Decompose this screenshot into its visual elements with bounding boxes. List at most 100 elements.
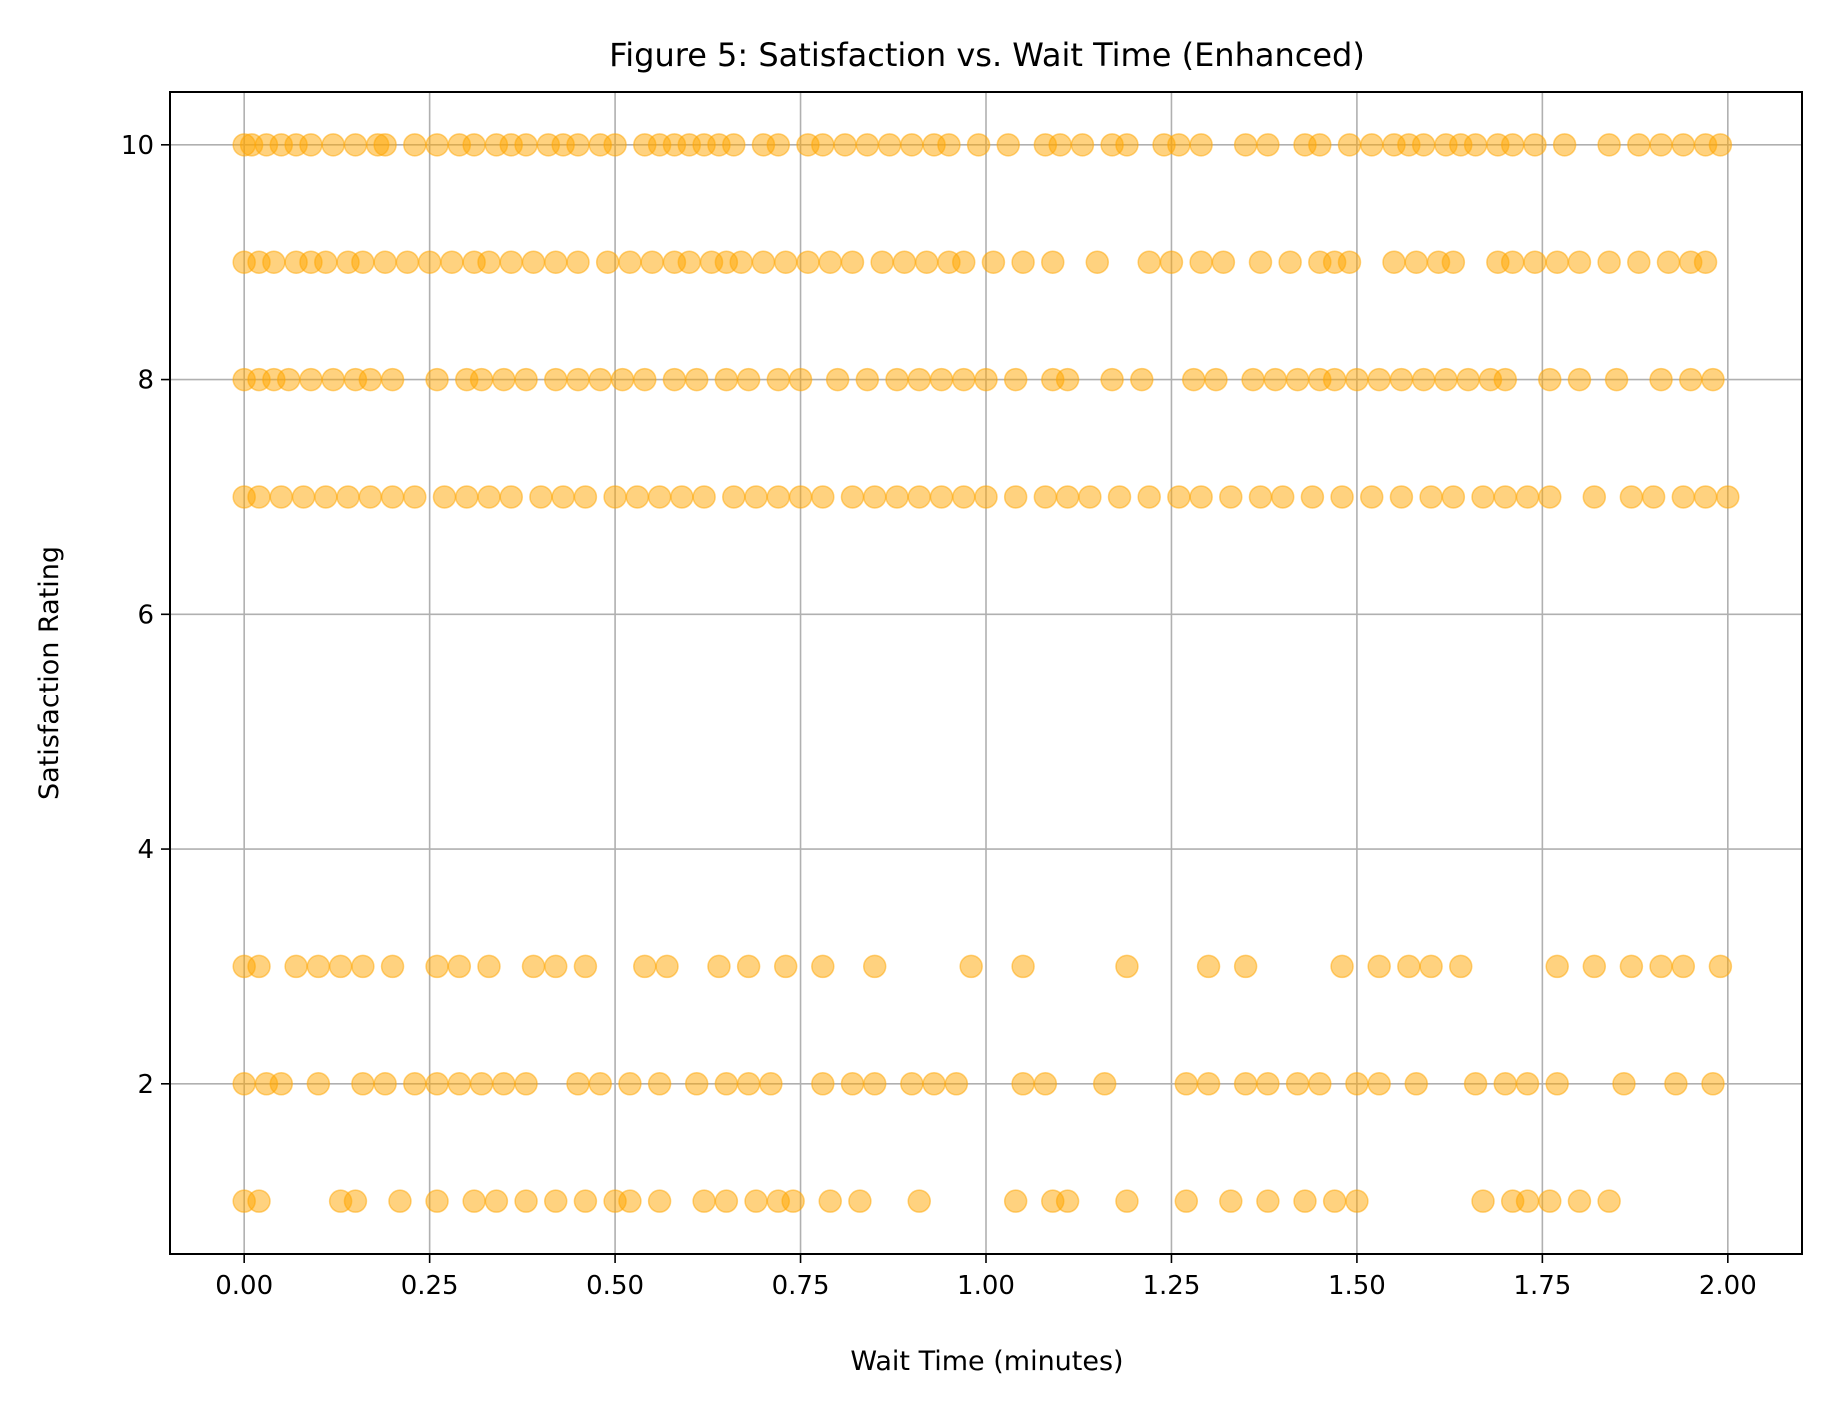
data-point (425, 1189, 449, 1213)
data-point (640, 250, 664, 274)
data-point (462, 133, 486, 157)
data-point (618, 1189, 642, 1213)
data-point (1493, 367, 1518, 392)
data-point (951, 250, 976, 274)
data-point (543, 954, 568, 979)
data-point (1627, 133, 1651, 157)
data-point (714, 367, 739, 392)
data-point (573, 1189, 598, 1213)
data-point (1233, 954, 1258, 979)
data-point (862, 1072, 887, 1096)
data-point (380, 367, 405, 392)
data-points (232, 133, 1740, 1213)
data-point (1011, 250, 1035, 274)
data-point (336, 485, 360, 509)
data-point (1115, 133, 1139, 157)
data-point (751, 250, 776, 274)
data-point (677, 250, 702, 274)
x-tick-label: 0.75 (772, 1271, 830, 1301)
data-point (432, 485, 457, 509)
data-point (1582, 954, 1607, 979)
data-point (1538, 485, 1562, 509)
data-point (1115, 1189, 1139, 1213)
data-point (1641, 485, 1666, 509)
data-point (1256, 1072, 1280, 1096)
data-point (1708, 133, 1733, 157)
chart-title: Figure 5: Satisfaction vs. Wait Time (En… (609, 36, 1365, 74)
data-point (684, 367, 709, 392)
data-point (358, 485, 383, 509)
data-point (929, 367, 954, 392)
data-point (440, 250, 464, 274)
data-point (1545, 1072, 1569, 1096)
data-point (1308, 1072, 1332, 1096)
data-point (395, 250, 420, 274)
data-point (825, 367, 850, 392)
data-point (1233, 1072, 1258, 1096)
data-point (447, 1072, 472, 1096)
data-point (959, 954, 983, 979)
data-point (870, 250, 894, 274)
data-point (1003, 1189, 1028, 1213)
data-point (521, 250, 546, 274)
data-point (403, 1072, 427, 1096)
x-tick-label: 0.00 (215, 1271, 273, 1301)
data-point (262, 250, 286, 274)
data-point (1248, 250, 1273, 274)
data-point (380, 954, 405, 979)
data-point (1389, 485, 1414, 509)
data-point (232, 1072, 256, 1096)
data-point (1233, 133, 1258, 157)
data-point (1011, 954, 1035, 979)
data-point (499, 485, 523, 509)
data-point (543, 250, 568, 274)
data-point (314, 250, 338, 274)
data-point (1003, 367, 1028, 392)
data-point (1189, 133, 1213, 157)
data-point (1701, 367, 1725, 392)
data-point (848, 1189, 872, 1213)
data-point (662, 367, 687, 392)
data-point (610, 367, 635, 392)
data-point (1130, 367, 1154, 392)
data-point (1055, 1189, 1080, 1213)
data-point (1649, 954, 1673, 979)
data-point (1085, 250, 1110, 274)
data-point (351, 954, 375, 979)
data-point (1538, 367, 1562, 392)
data-point (773, 954, 798, 979)
data-point (484, 1189, 509, 1213)
data-point (425, 133, 449, 157)
data-point (417, 250, 442, 274)
data-point (1137, 485, 1161, 509)
data-point (1330, 954, 1354, 979)
data-point (781, 1189, 805, 1213)
data-point (425, 954, 449, 979)
data-point (1671, 954, 1696, 979)
data-point (1241, 367, 1265, 392)
x-tick-label: 1.75 (1513, 1271, 1571, 1301)
data-point (1708, 954, 1733, 979)
data-point (1619, 954, 1644, 979)
data-point (1463, 1072, 1488, 1096)
data-point (1204, 367, 1228, 392)
data-point (647, 1189, 672, 1213)
data-point (707, 954, 731, 979)
x-axis-label: Wait Time (minutes) (850, 1346, 1123, 1377)
data-point (1671, 485, 1696, 509)
data-point (818, 250, 842, 274)
data-point (1389, 367, 1414, 392)
data-point (247, 1189, 271, 1213)
data-point (1055, 485, 1080, 509)
data-point (692, 1189, 716, 1213)
data-point (766, 133, 791, 157)
data-point (1345, 367, 1369, 392)
data-point (1552, 133, 1577, 157)
data-point (1011, 1072, 1035, 1096)
data-point (343, 1189, 368, 1213)
data-point (907, 367, 931, 392)
data-point (1538, 1189, 1562, 1213)
data-point (1078, 485, 1102, 509)
data-point (299, 367, 323, 392)
